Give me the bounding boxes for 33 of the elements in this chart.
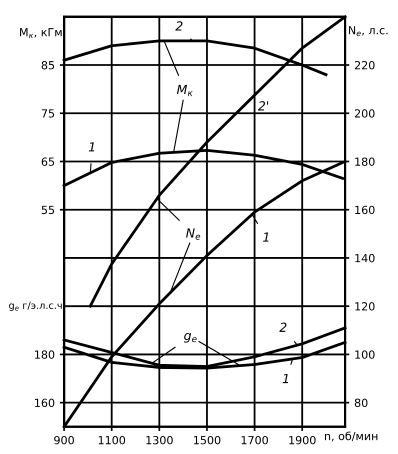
annotation: 2	[279, 322, 286, 332]
y2-axis-title: N$_{e}$, л.с.	[348, 26, 388, 36]
annotation: 2	[175, 21, 182, 30]
y2-tick-label: 80	[354, 398, 368, 408]
y2-tick-label: 180	[355, 157, 375, 166]
y2-tick-label: 160	[355, 206, 375, 214]
x-tick-label: 1700	[242, 436, 268, 444]
x-tick-label: 1900	[289, 436, 316, 444]
y2-tick-label: 200	[354, 109, 375, 118]
annotation: 2'	[258, 101, 268, 110]
y-tick-label: 65	[42, 157, 54, 166]
x-axis-title: n, об/мин	[325, 431, 378, 442]
x-tick-label: 1500	[194, 436, 220, 444]
y3-tick-label: 160	[35, 398, 54, 408]
x-tick-label: 1300	[146, 436, 173, 444]
y3-tick-label: 180	[35, 350, 54, 359]
y2-tick-label: 100	[355, 350, 375, 359]
x-tick-label: 1100	[98, 436, 126, 444]
annotation: N$_{e}$	[186, 228, 200, 240]
annotation: 1	[88, 142, 94, 152]
y2-tick-label: 120	[355, 302, 375, 311]
annotation: 1	[263, 232, 268, 242]
x-tick-label: 900	[54, 436, 74, 444]
y2-tick-label: 140	[355, 254, 375, 262]
y3-axis-title: g$_{e}$ г/э.л.с.ч	[9, 302, 62, 311]
y-tick-label: 75	[42, 109, 54, 118]
annotation: 1	[282, 374, 288, 384]
annotation: M$_{к}$	[176, 84, 193, 96]
y-tick-label: 55	[42, 206, 54, 214]
y-tick-label: 85	[42, 61, 54, 70]
annotation: g$_{e}$	[184, 332, 197, 343]
y2-tick-label: 220	[354, 61, 375, 70]
y-axis-title: M$_{к}$, кГм	[20, 28, 62, 38]
